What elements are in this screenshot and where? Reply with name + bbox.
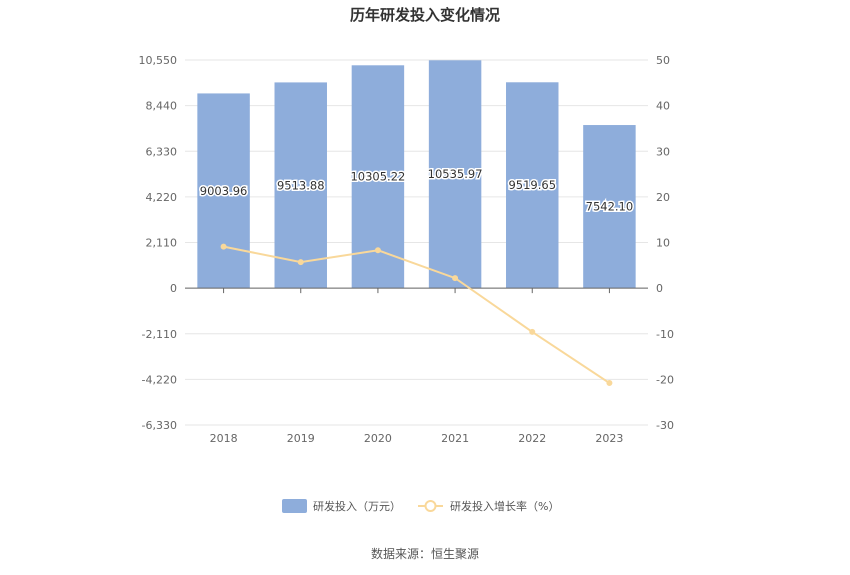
bar-data-labels: 9003.96 9513.88 10305.22 10535.97 9519.65 754…: [198, 166, 634, 215]
y-left-tick-label: 0: [170, 282, 177, 295]
gridlines: [185, 59, 648, 426]
y-right-tick-label: 0: [656, 282, 663, 295]
legend[interactable]: 研发投入（万元） 研发投入增长率（%）: [282, 499, 559, 513]
bar: [583, 125, 636, 289]
legend-line-marker[interactable]: [424, 500, 437, 512]
source-note: 数据来源：恒生聚源: [371, 546, 479, 561]
line-point: [529, 328, 536, 335]
y-right-tick-label: 50: [656, 54, 670, 67]
bar-series: [197, 60, 636, 289]
y-left-tick-label: 10,550: [139, 54, 178, 67]
bar: [274, 82, 327, 289]
bar-data-label: 7542.10: [586, 200, 634, 214]
x-axis: 2018 2019 2020 2021 2022 2023: [185, 287, 648, 445]
y-axis-right: 50 40 30 20 10 0 -10 -20 -30: [656, 54, 674, 432]
line-point: [606, 380, 613, 387]
bar-data-label: 10535.97: [428, 167, 483, 181]
bar-data-label: 10305.22: [350, 170, 405, 184]
chart-title: 历年研发投入变化情况: [350, 6, 500, 24]
y-right-tick-label: -10: [656, 328, 674, 341]
y-right-tick-label: 30: [656, 145, 670, 158]
y-left-tick-label: -6,330: [142, 419, 177, 432]
bar: [428, 60, 482, 289]
line-series: [220, 243, 613, 387]
line-point: [220, 243, 227, 250]
x-tick-label: 2022: [518, 432, 546, 445]
y-right-tick-label: -30: [656, 419, 674, 432]
line-point: [297, 259, 304, 266]
y-left-tick-label: 8,440: [146, 100, 178, 113]
x-tick-label: 2021: [441, 432, 469, 445]
bar-data-label: 9513.88: [277, 178, 325, 192]
y-left-tick-label: -4,220: [142, 373, 177, 386]
y-right-tick-label: 10: [656, 237, 670, 250]
y-right-tick-label: 40: [656, 100, 670, 113]
growth-line: [223, 245, 610, 384]
bar: [506, 82, 559, 289]
y-right-tick-label: 20: [656, 191, 670, 204]
y-left-tick-label: 6,330: [146, 145, 178, 158]
y-left-tick-label: -2,110: [142, 328, 177, 341]
y-right-tick-label: -20: [656, 373, 674, 386]
legend-line-label[interactable]: 研发投入增长率（%）: [450, 499, 559, 513]
y-axis-left: 10,550 8,440 6,330 4,220 2,110 0 -2,110 -4,220 -…: [139, 54, 178, 432]
x-tick-label: 2023: [595, 432, 623, 445]
x-tick-label: 2018: [210, 432, 238, 445]
legend-bar-swatch[interactable]: [282, 499, 307, 513]
legend-bar-label[interactable]: 研发投入（万元）: [313, 499, 401, 513]
y-left-tick-label: 2,110: [146, 237, 178, 250]
bar: [197, 93, 250, 289]
bar-data-label: 9519.65: [508, 178, 556, 192]
line-point: [374, 247, 381, 254]
line-point: [452, 275, 459, 282]
y-left-tick-label: 4,220: [146, 191, 178, 204]
x-tick-label: 2019: [287, 432, 315, 445]
bar-data-label: 9003.96: [200, 184, 248, 198]
x-tick-label: 2020: [364, 432, 392, 445]
